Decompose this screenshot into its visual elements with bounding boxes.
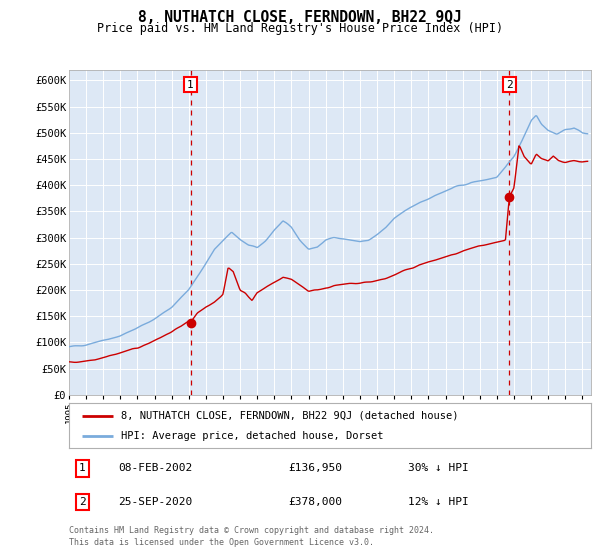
Text: £136,950: £136,950 (288, 464, 342, 473)
Text: 8, NUTHATCH CLOSE, FERNDOWN, BH22 9QJ: 8, NUTHATCH CLOSE, FERNDOWN, BH22 9QJ (138, 10, 462, 25)
Text: 8, NUTHATCH CLOSE, FERNDOWN, BH22 9QJ (detached house): 8, NUTHATCH CLOSE, FERNDOWN, BH22 9QJ (d… (121, 410, 459, 421)
Text: 2: 2 (79, 497, 85, 507)
Text: 1: 1 (79, 464, 85, 473)
Text: HPI: Average price, detached house, Dorset: HPI: Average price, detached house, Dors… (121, 431, 384, 441)
Text: 25-SEP-2020: 25-SEP-2020 (119, 497, 193, 507)
Text: This data is licensed under the Open Government Licence v3.0.: This data is licensed under the Open Gov… (69, 538, 374, 547)
Text: 2: 2 (506, 80, 513, 90)
Text: £378,000: £378,000 (288, 497, 342, 507)
Text: 08-FEB-2002: 08-FEB-2002 (119, 464, 193, 473)
Text: 30% ↓ HPI: 30% ↓ HPI (409, 464, 469, 473)
Text: Price paid vs. HM Land Registry's House Price Index (HPI): Price paid vs. HM Land Registry's House … (97, 22, 503, 35)
Text: Contains HM Land Registry data © Crown copyright and database right 2024.: Contains HM Land Registry data © Crown c… (69, 526, 434, 535)
Text: 1: 1 (187, 80, 194, 90)
Text: 12% ↓ HPI: 12% ↓ HPI (409, 497, 469, 507)
